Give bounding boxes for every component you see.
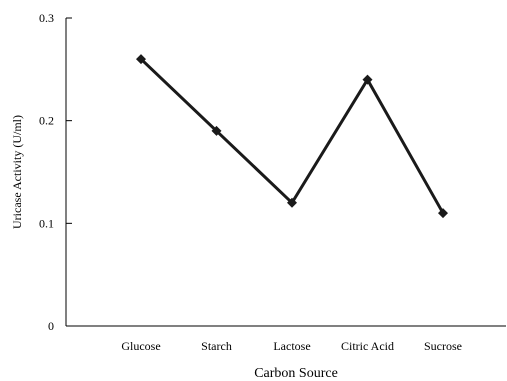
data-point-marker <box>362 74 373 85</box>
data-point-marker <box>438 208 448 219</box>
x-tick-label: Glucose <box>121 339 160 353</box>
x-ticks: Glucose Starch Lactose Citric Acid Sucrose <box>121 339 462 353</box>
data-point-marker <box>287 197 297 208</box>
data-point-marker <box>211 125 222 136</box>
data-point-marker <box>136 54 146 65</box>
axes <box>65 18 506 327</box>
series-line <box>139 57 445 214</box>
x-tick-label: Lactose <box>273 339 310 353</box>
series <box>136 54 448 219</box>
y-tick-label: 0 <box>48 319 54 333</box>
y-tick-label: 0.2 <box>39 114 54 128</box>
y-tick-label: 0.3 <box>39 11 54 25</box>
x-tick-label: Sucrose <box>424 339 462 353</box>
y-tick-label: 0.1 <box>39 216 54 230</box>
y-ticks: 0 0.1 0.2 0.3 <box>39 11 72 333</box>
x-tick-label: Citric Acid <box>341 339 394 353</box>
x-tick-label: Starch <box>201 339 232 353</box>
y-axis-title: Uricase Activity (U/ml) <box>10 115 24 229</box>
x-axis-title: Carbon Source <box>254 366 338 381</box>
